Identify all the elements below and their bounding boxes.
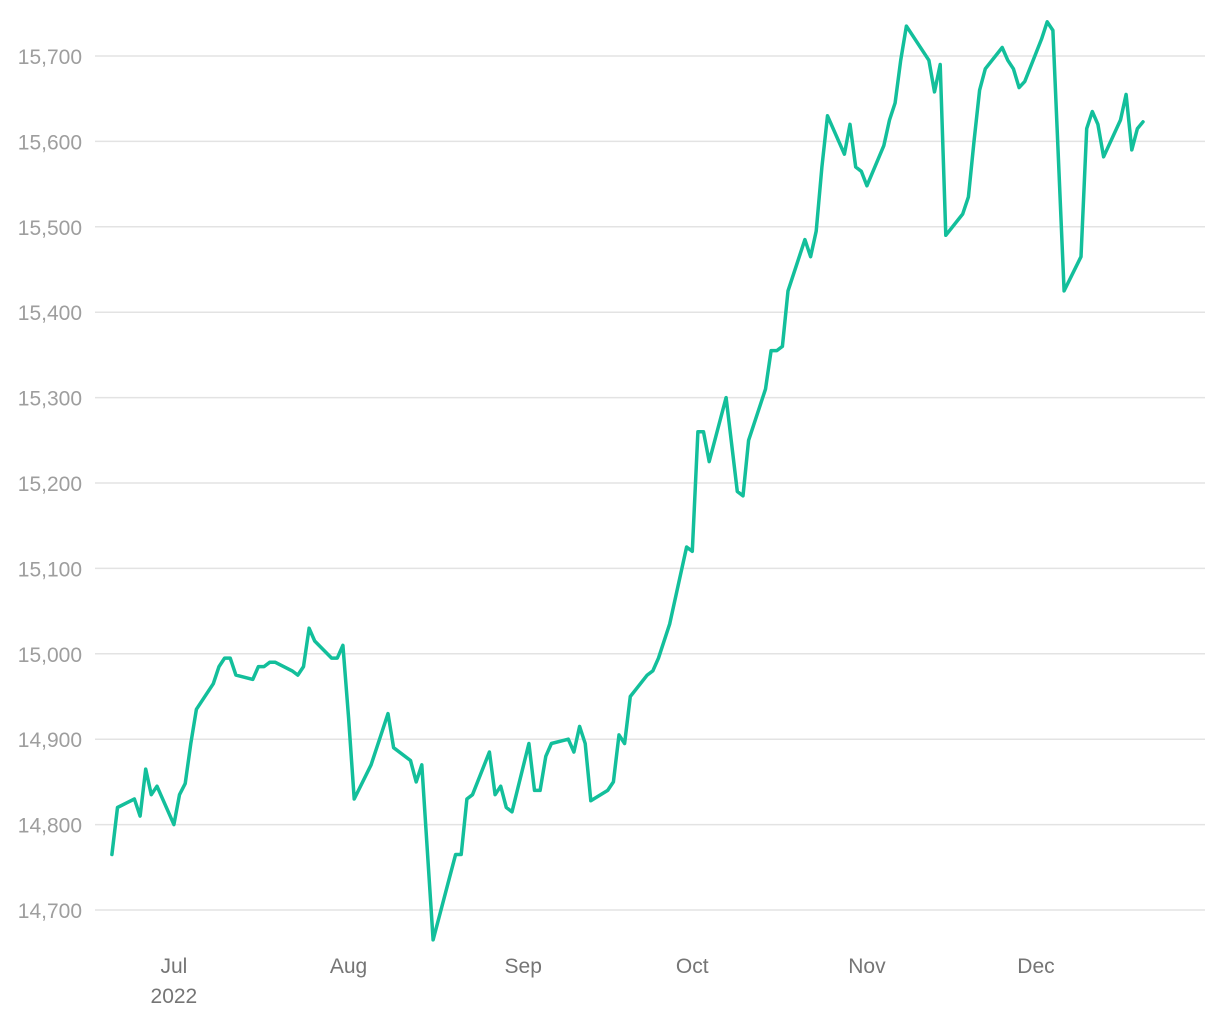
y-tick-label: 15,200	[18, 473, 82, 496]
y-tick-label: 14,800	[18, 815, 82, 838]
x-tick-label: Dec	[1017, 955, 1054, 978]
y-axis: 14,700 14,800 14,900 15,000 15,100 15,200 15,3…	[18, 46, 82, 923]
y-tick-label: 15,300	[18, 388, 82, 411]
y-tick-label: 15,700	[18, 46, 82, 69]
series-line	[110, 20, 1145, 942]
x-tick-year-label: 2022	[151, 985, 198, 1008]
y-tick-label: 15,000	[18, 644, 82, 667]
series-layer	[110, 20, 1145, 942]
y-tick-label: 15,100	[18, 558, 82, 581]
x-tick-label: Jul	[160, 955, 187, 978]
y-tick-label: 14,900	[18, 729, 82, 752]
x-tick-label: Sep	[505, 955, 542, 978]
x-tick-label: Oct	[676, 955, 709, 978]
x-tick-label: Nov	[848, 955, 886, 978]
y-tick-label: 15,600	[18, 131, 82, 154]
grid-layer	[95, 55, 1205, 911]
x-tick-label: Aug	[330, 955, 367, 978]
y-tick-label: 15,400	[18, 302, 82, 325]
x-axis: Jul 2022 Aug Sep Oct Nov Dec	[151, 955, 1055, 1008]
y-tick-label: 14,700	[18, 900, 82, 923]
y-tick-label: 15,500	[18, 217, 82, 240]
